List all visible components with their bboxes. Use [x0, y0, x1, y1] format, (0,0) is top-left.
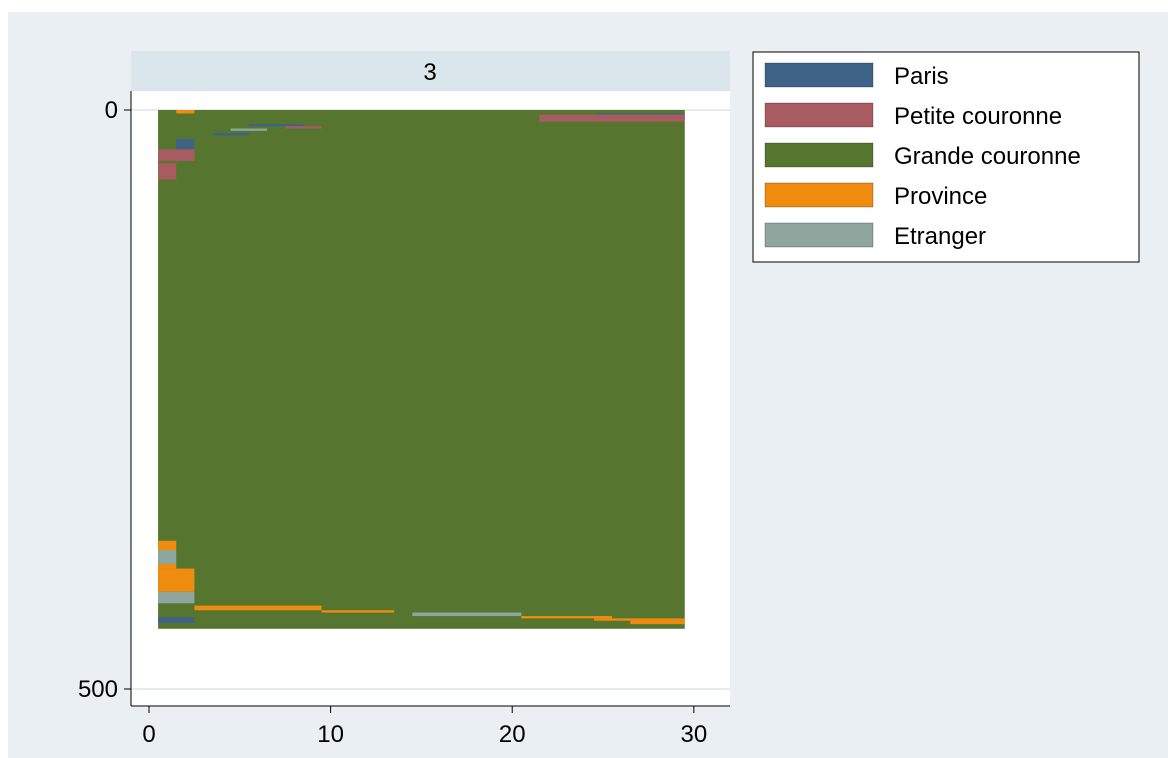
x-tick-label-20: 20 — [499, 721, 526, 748]
sequence-band-3 — [248, 123, 304, 127]
sequence-band-2 — [539, 114, 685, 122]
legend-swatch-etranger — [764, 222, 874, 248]
sequence-band-21 — [158, 617, 195, 623]
sequence-band-18 — [521, 616, 613, 619]
legend-label-grande-couronne: Grande couronne — [894, 143, 1081, 170]
sequence-band-6 — [212, 133, 249, 136]
legend-label-etranger: Etranger — [894, 223, 986, 250]
sequence-band-16 — [321, 610, 395, 613]
sequence-band-13 — [158, 568, 195, 592]
legend-swatch-province — [764, 182, 874, 208]
y-tick-label-0: 0 — [105, 97, 118, 124]
x-tick-label-0: 0 — [142, 721, 155, 748]
y-tick-label-500: 500 — [78, 676, 118, 703]
sequence-band-17 — [412, 612, 522, 617]
sequence-band-14 — [158, 591, 195, 604]
x-tick-label-30: 30 — [680, 721, 707, 748]
legend-swatch-paris — [764, 62, 874, 88]
sequence-band-8 — [158, 149, 195, 161]
legend: Paris Petite couronne Grande couronne Provi… — [752, 51, 1140, 263]
sequence-band-9 — [158, 163, 177, 180]
sequence-band-12 — [158, 563, 177, 569]
sequence-band-0 — [176, 110, 195, 114]
sequence-band-19 — [593, 618, 685, 621]
sequence-band-11 — [158, 550, 177, 564]
sequence-band-15 — [194, 605, 322, 611]
facet-strip — [131, 51, 730, 91]
sequence-band-10 — [158, 540, 177, 551]
facet-title: 3 — [423, 59, 436, 86]
legend-swatch-petite-couronne — [764, 102, 874, 128]
sequence-band-20 — [630, 620, 685, 625]
sequence-band-7 — [176, 138, 195, 150]
legend-label-province: Province — [894, 183, 987, 210]
legend-label-petite-couronne: Petite couronne — [894, 103, 1062, 130]
x-tick-label-10: 10 — [317, 721, 344, 748]
legend-label-paris: Paris — [894, 63, 949, 90]
y-axis: 0 500 — [78, 97, 131, 703]
sequence-block-grande-couronne — [158, 110, 685, 629]
x-axis: 0 10 20 30 — [142, 706, 707, 748]
sequence-plot — [158, 110, 685, 629]
sequence-band-5 — [230, 128, 268, 131]
sequence-band-4 — [285, 126, 322, 129]
legend-swatch-grande-couronne — [764, 142, 874, 168]
